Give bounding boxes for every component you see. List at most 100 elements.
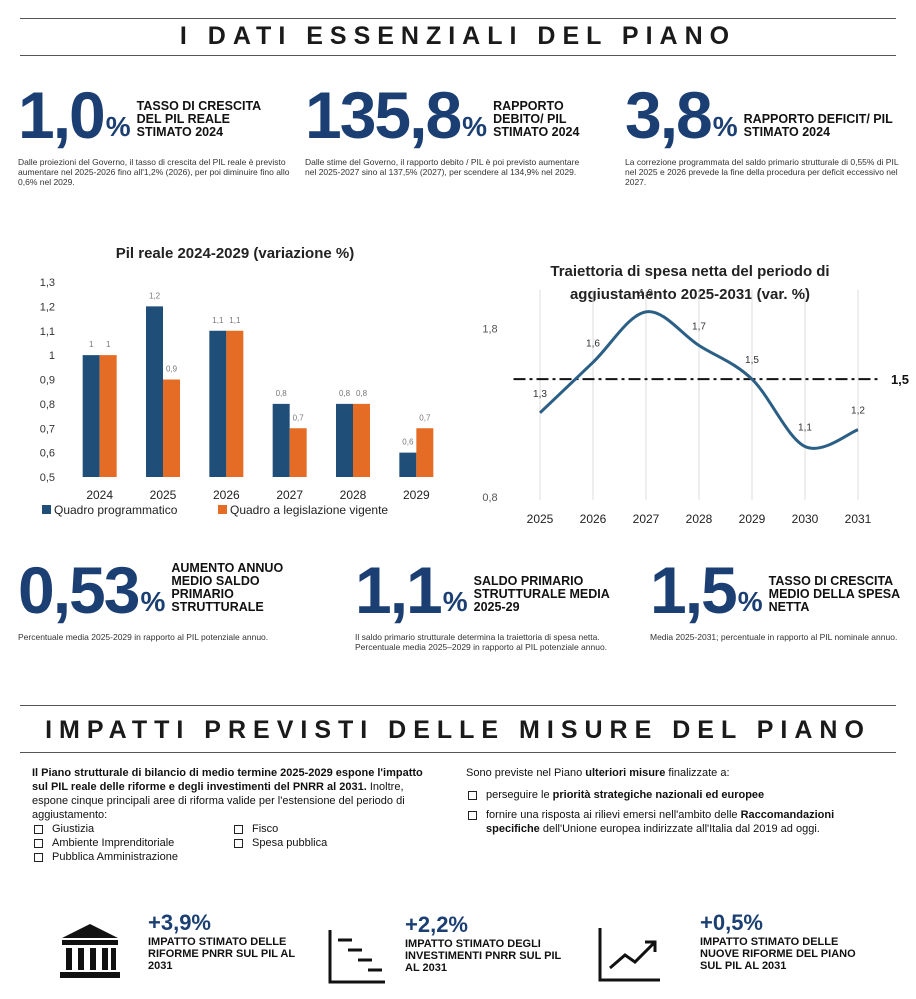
x-tick-label: 2024 <box>86 488 113 502</box>
y-tick-label: 0,7 <box>40 423 55 435</box>
impact: +2,2% IMPATTO STIMATO DEGLI INVESTIMENTI … <box>405 912 565 974</box>
bar <box>336 403 353 477</box>
y-tick-label: 1,3 <box>40 277 55 289</box>
checkbox <box>468 811 477 820</box>
impact: +3,9% IMPATTO STIMATO DELLE RIFORME PNRR … <box>148 910 308 972</box>
kpi-unit: % <box>105 111 131 142</box>
list-item: Spesa pubblica <box>232 836 432 850</box>
text: finalizzate a: <box>665 767 730 779</box>
text: Sono previste nel Piano <box>466 767 586 779</box>
kpi-value: 0,53 <box>18 553 140 627</box>
bar <box>272 403 290 477</box>
impact-value: +0,5% <box>700 910 763 935</box>
kpi-value: 135,8 <box>305 78 462 152</box>
impact: +0,5% IMPATTO STIMATO DELLE NUOVE RIFORME… <box>700 910 860 972</box>
kpi-value: 3,8 <box>625 78 713 152</box>
list-item: Giustizia <box>32 822 232 836</box>
kpi-unit: % <box>712 111 738 142</box>
y-tick-label: 0,8 <box>482 492 497 504</box>
kpi-row: 0,53% AUMENTO ANNUO MEDIO SALDO PRIMARIO … <box>18 553 318 627</box>
chart-title: Pil reale 2024-2029 (variazione %) <box>116 245 354 262</box>
data-label: 1,1 <box>212 316 224 325</box>
bold-text: Raccomandazioni specifiche <box>486 809 835 835</box>
x-tick-label: 2031 <box>845 512 872 526</box>
kpi-row: 3,8% RAPPORTO DEFICIT/ PIL STIMATO 2024 <box>625 78 916 152</box>
line <box>538 310 859 450</box>
kpi-text: Percentuale media 2025-2029 in rapporto … <box>18 632 269 642</box>
reference-label: 1,5 <box>891 372 909 387</box>
bar <box>99 355 117 477</box>
x-tick-label: 2025 <box>150 488 177 502</box>
kpi-unit: % <box>737 586 763 617</box>
checkbox <box>34 825 43 834</box>
chart-title: Traiettoria di spesa netta del periodo d… <box>550 263 829 303</box>
checkbox <box>34 839 43 848</box>
checkbox <box>234 825 243 834</box>
impact-value: +3,9% <box>148 910 211 935</box>
y-tick-label: 1,1 <box>40 326 55 338</box>
data-label: 0,8 <box>356 389 368 398</box>
paragraph: Il Piano strutturale di bilancio di medi… <box>32 766 432 864</box>
icon-steps <box>328 930 385 984</box>
paragraph-text: Sono previste nel Piano ulteriori misure… <box>466 766 886 780</box>
bar <box>399 452 417 477</box>
checkbox <box>234 839 243 848</box>
paragraph: Sono previste nel Piano ulteriori misure… <box>466 766 886 842</box>
data-label: 1,6 <box>586 338 600 349</box>
kpi-label: RAPPORTO DEFICIT/ PIL STIMATO 2024 <box>743 112 893 139</box>
section-title: I DATI ESSENZIALI DEL PIANO <box>179 22 737 50</box>
paragraph-text: Il Piano strutturale di bilancio di medi… <box>32 766 432 822</box>
data-label: 1 <box>89 340 94 349</box>
checkbox <box>34 853 43 862</box>
section-title: IMPATTI PREVISTI DELLE MISURE DEL PIANO <box>45 716 871 744</box>
y-tick-label: 0,9 <box>40 375 55 387</box>
bar <box>209 330 227 477</box>
rule <box>20 705 896 706</box>
kpi-text: Media 2025-2031; percentuale in rapporto… <box>650 632 898 642</box>
item-list: Giustizia Fisco Ambiente Imprenditoriale Sp… <box>32 822 432 864</box>
bold-text: priorità strategiche nazionali ed europe… <box>552 789 765 801</box>
kpi: 1,5% TASSO DI CRESCITA MEDIO DELLA SPESA … <box>650 553 916 642</box>
kpi-value: 1,1 <box>355 553 443 627</box>
data-label: 1,3 <box>533 389 547 400</box>
kpi-label: TASSO DI CRESCITA MEDIO DELLA SPESA NETT… <box>768 574 900 614</box>
kpi-label: SALDO PRIMARIO STRUTTURALE MEDIA 2025-29 <box>473 574 610 614</box>
kpi-row: 1,0% TASSO DI CRESCITA DEL PIL REALE STIM… <box>18 82 318 148</box>
data-label: 1,1 <box>229 316 241 325</box>
y-tick-label: 0,5 <box>40 472 55 484</box>
kpi-unit: % <box>462 111 488 142</box>
checkbox <box>468 791 477 800</box>
y-tick-label: 0,8 <box>40 399 55 411</box>
impact-label: IMPATTO STIMATO DELLE NUOVE RIFORME DEL … <box>700 936 856 972</box>
x-tick-label: 2029 <box>403 488 430 502</box>
rule <box>20 55 896 56</box>
bar <box>163 379 180 477</box>
x-tick-label: 2027 <box>276 488 303 502</box>
data-label: 1,2 <box>851 406 865 417</box>
list-item: perseguire le priorità strategiche nazio… <box>466 788 886 802</box>
bar <box>82 355 100 477</box>
list-item: Pubblica Amministrazione <box>32 850 232 864</box>
kpi-row: 1,1% SALDO PRIMARIO STRUTTURALE MEDIA 202… <box>355 553 655 627</box>
list-item: fornire una risposta ai rilievi emersi n… <box>466 808 886 836</box>
x-tick-label: 2030 <box>792 512 819 526</box>
data-label: 1,2 <box>149 291 161 300</box>
bar <box>353 403 370 477</box>
kpi-row: 1,5% TASSO DI CRESCITA MEDIO DELLA SPESA … <box>650 553 916 627</box>
rule <box>20 18 896 19</box>
data-label: 1,1 <box>798 423 812 434</box>
kpi-text: Il saldo primario strutturale determina … <box>355 632 608 652</box>
x-tick-label: 2026 <box>213 488 240 502</box>
data-label: 0,7 <box>293 413 305 422</box>
x-tick-label: 2028 <box>686 512 713 526</box>
impact-label: IMPATTO STIMATO DELLE RIFORME PNRR SUL P… <box>148 936 295 972</box>
bar <box>416 428 434 477</box>
data-label: 0,8 <box>276 389 288 398</box>
kpi-value: 1,5 <box>650 553 738 627</box>
data-label: 0,7 <box>419 413 431 422</box>
bold-text: ulteriori misure <box>585 767 666 779</box>
y-tick-label: 1,2 <box>40 301 55 313</box>
impact-value: +2,2% <box>405 912 468 937</box>
impact-label: IMPATTO STIMATO DEGLI INVESTIMENTI PNRR … <box>405 938 562 974</box>
